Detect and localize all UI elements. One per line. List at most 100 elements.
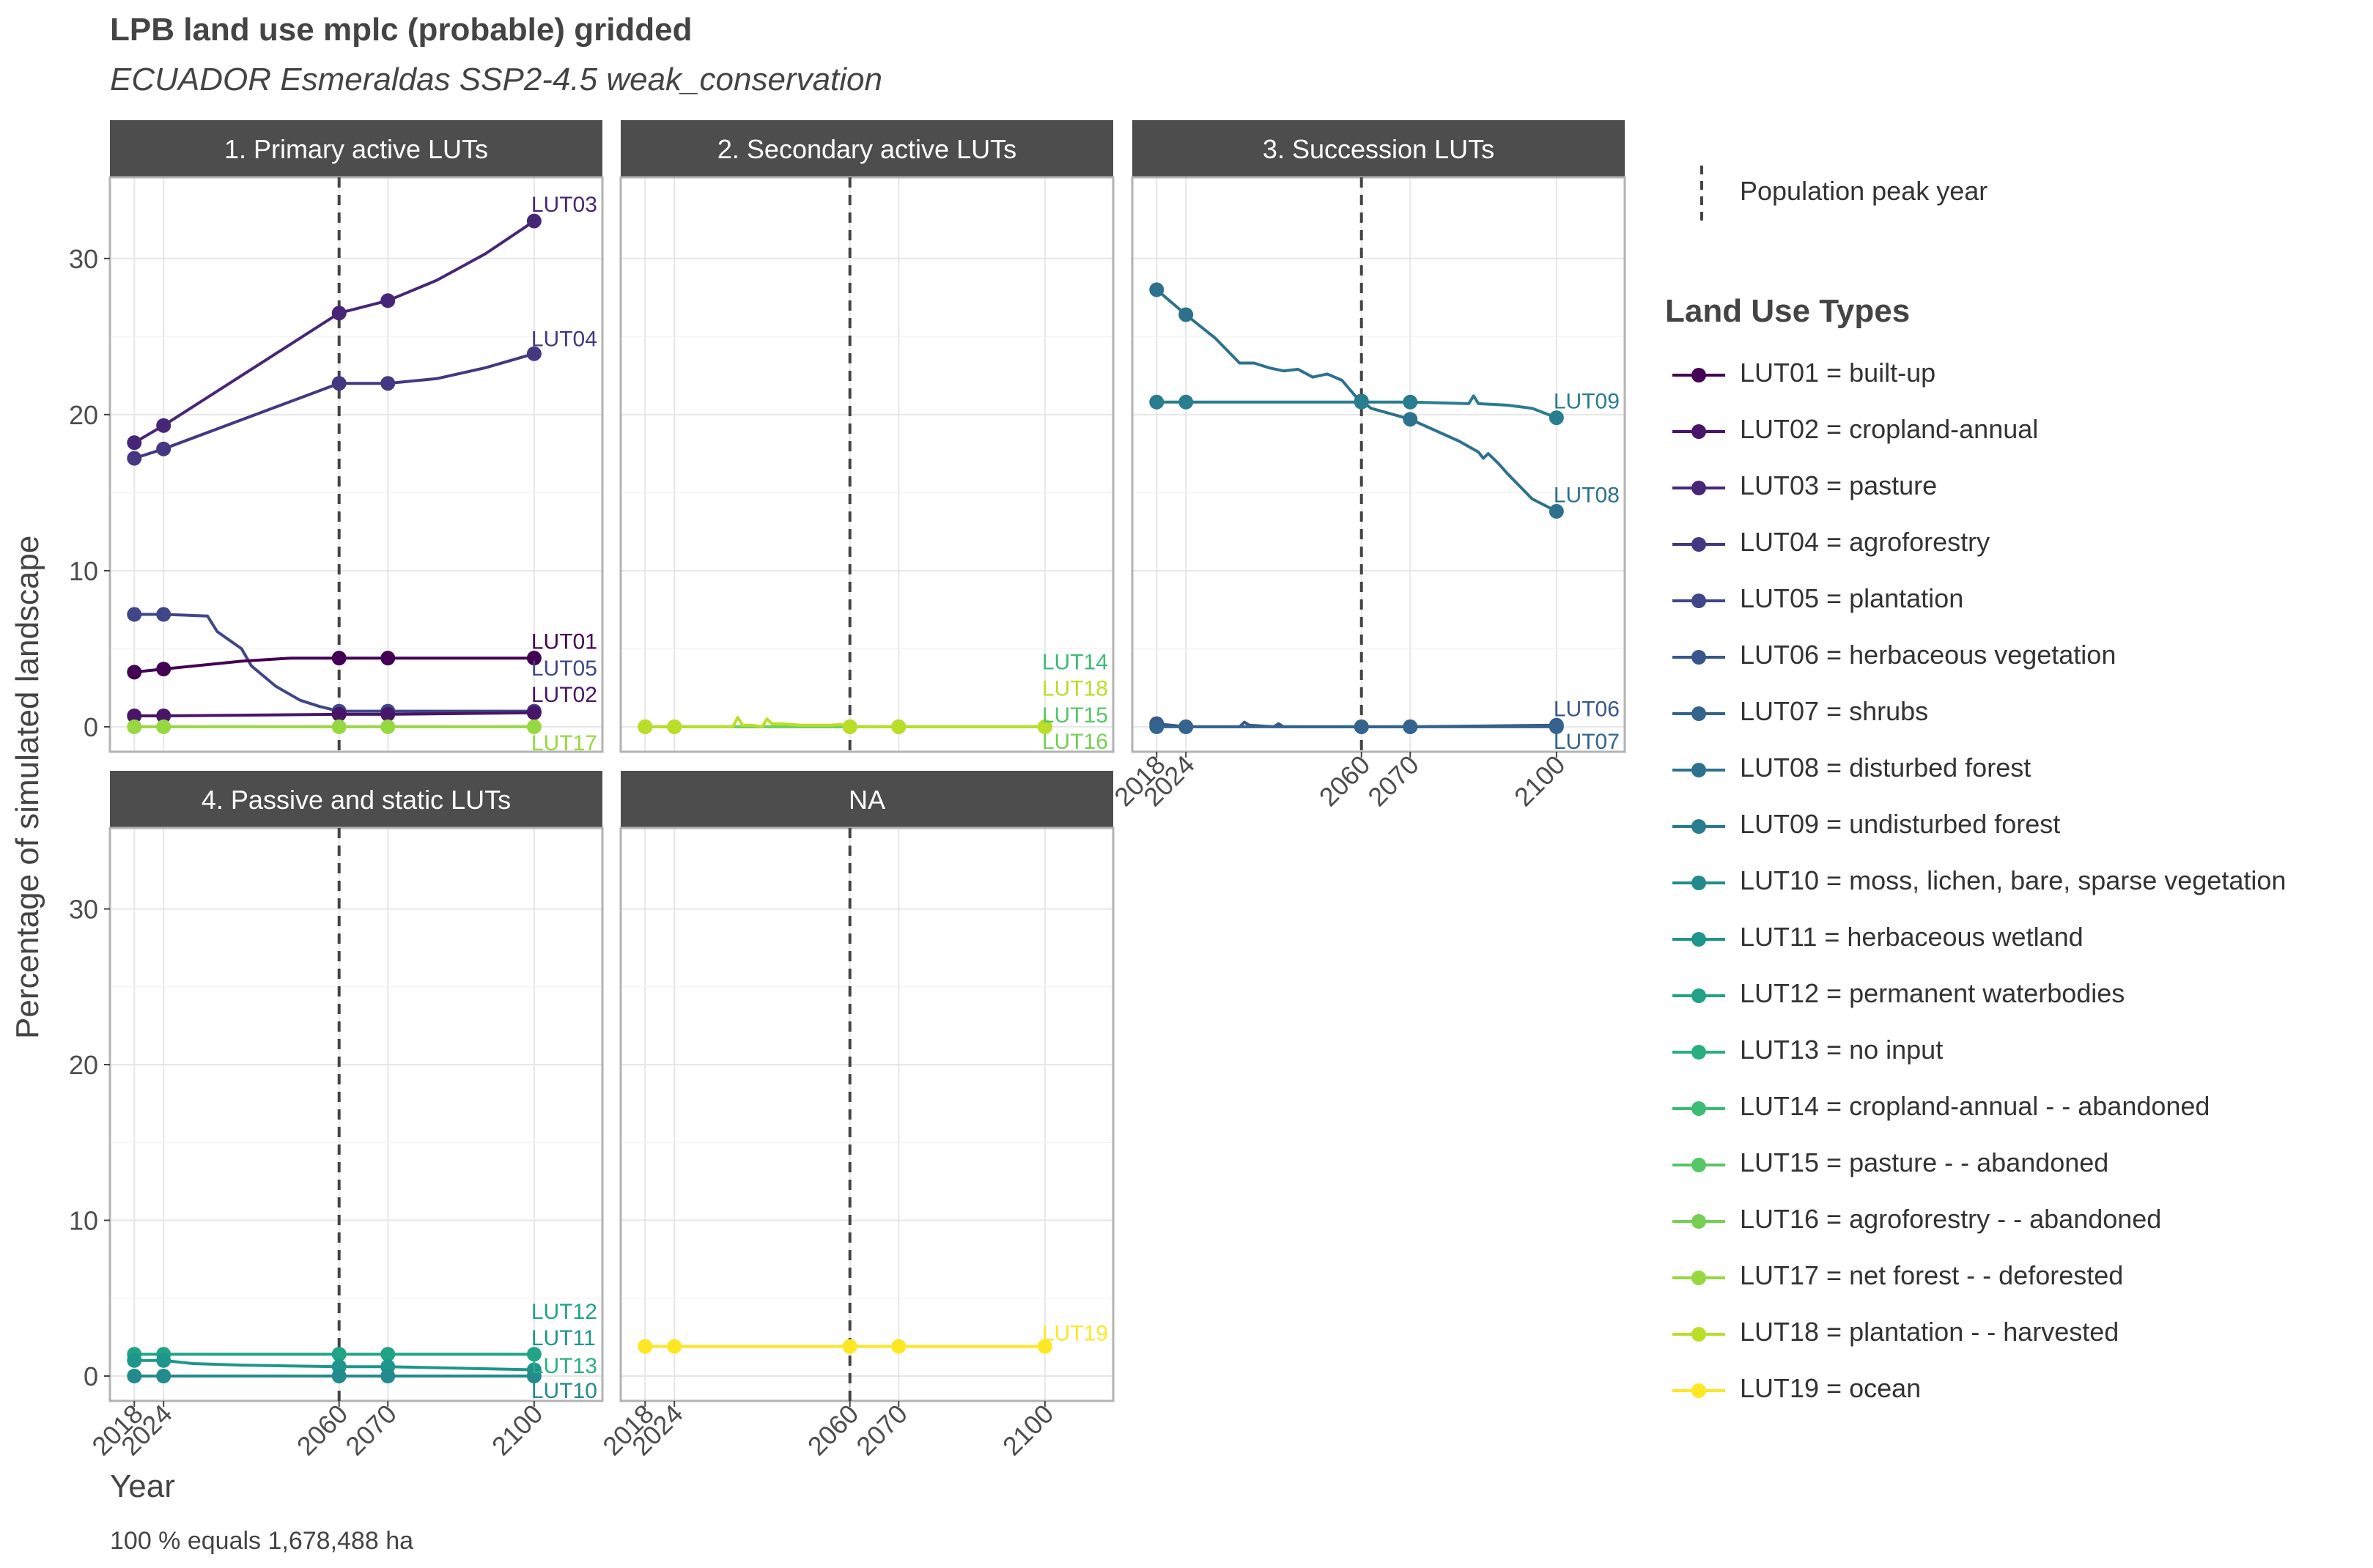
legend-item-lut03: LUT03 = pasture: [1665, 470, 2369, 527]
data-point-lut07: [1149, 719, 1165, 734]
data-point-lut19: [667, 1339, 682, 1354]
data-point-lut03: [127, 435, 142, 451]
data-point-lut10: [127, 1369, 142, 1383]
legend-item-lut06: LUT06 = herbaceous vegetation: [1665, 640, 2369, 696]
data-point-lut01: [127, 665, 142, 680]
legend-key-line-dot-icon: [1672, 1271, 1725, 1285]
legend-key-line-dot-icon: [1672, 1045, 1725, 1059]
data-point-lut04: [380, 376, 396, 391]
data-point-lut11: [127, 1353, 142, 1368]
legend-item-label: LUT11 = herbaceous wetland: [1740, 922, 2084, 952]
series-end-label: LUT09: [1554, 390, 1620, 414]
legend-item-lut05: LUT05 = plantation: [1665, 583, 2369, 640]
series-line-lut05: [134, 613, 534, 713]
x-axis-label: Year: [110, 1468, 175, 1504]
data-point-lut19: [638, 1339, 653, 1354]
data-point-lut09: [1149, 394, 1165, 410]
legend-item-lut19: LUT19 = ocean: [1665, 1373, 2369, 1430]
legend-item-lut02: LUT02 = cropland-annual: [1665, 414, 2369, 470]
series-end-label: LUT04: [531, 327, 597, 351]
legend-item-lut16: LUT16 = agroforestry - - abandoned: [1665, 1204, 2369, 1260]
series-end-label: LUT19: [1042, 1322, 1108, 1346]
facet-strip: [621, 120, 1113, 177]
x-tick-label: 2100: [486, 1399, 549, 1462]
legend-item-label: LUT17 = net forest - - deforested: [1740, 1260, 2124, 1290]
data-point-lut17: [331, 719, 347, 734]
series-end-label: LUT06: [1554, 697, 1620, 721]
data-point-lut18: [842, 719, 857, 734]
data-point-lut17: [156, 719, 171, 734]
data-point-lut10: [380, 1369, 396, 1383]
series-end-label: LUT03: [531, 193, 597, 217]
panel-border: [619, 176, 1115, 753]
data-point-lut10: [156, 1369, 171, 1383]
legend-key-line-dot-icon: [1672, 1101, 1725, 1116]
facet-panel-2: 2. Secondary active LUTs LUT14 LUT18LUT15L…: [619, 120, 1115, 754]
data-point-lut18: [1037, 719, 1052, 734]
legend-key-line-dot-icon: [1672, 424, 1725, 439]
y-tick-label: 10: [69, 1206, 98, 1236]
x-tick-label: 2100: [997, 1399, 1060, 1462]
series-end-label: LUT10: [531, 1379, 597, 1403]
facet-panel-1: 1. Primary active LUTs LUT03 LUT04 LUT01 LUT…: [69, 120, 604, 755]
legend-item-label: LUT12 = permanent waterbodies: [1740, 978, 2125, 1008]
legend-item-lut17: LUT17 = net forest - - deforested: [1665, 1260, 2369, 1317]
x-tick-label: 2070: [1362, 750, 1425, 813]
data-point-lut18: [891, 719, 907, 734]
caption: 100 % equals 1,678,488 ha: [110, 1527, 414, 1555]
data-point-lut04: [526, 346, 542, 361]
data-point-lut19: [1037, 1339, 1052, 1354]
facet-strip-title: 2. Secondary active LUTs: [717, 134, 1016, 164]
legend-item-label: LUT01 = built-up: [1740, 358, 1936, 388]
series-end-label: LUT11: [531, 1326, 596, 1350]
facet-strip: [1132, 120, 1625, 177]
data-point-lut09: [1178, 394, 1194, 410]
data-point-lut02: [156, 709, 171, 723]
data-point-lut17: [526, 719, 542, 734]
y-tick-label: 20: [69, 400, 98, 430]
y-tick-label: 30: [69, 895, 98, 925]
data-point-lut03: [380, 293, 396, 308]
data-point-lut07: [1354, 719, 1369, 734]
data-point-lut01: [156, 662, 171, 677]
legend-key-line-dot-icon: [1672, 650, 1725, 665]
series-end-label: LUT15: [1042, 703, 1108, 728]
legend-key-line-dot-icon: [1672, 932, 1725, 947]
facet-strip: [110, 771, 602, 828]
data-point-lut02: [526, 705, 542, 720]
legend-item-label: LUT18 = plantation - - harvested: [1740, 1317, 2119, 1347]
data-point-lut19: [842, 1339, 857, 1354]
series-end-label: LUT17: [531, 731, 597, 755]
legend-item-lut12: LUT12 = permanent waterbodies: [1665, 978, 2369, 1035]
legend-key-line-dot-icon: [1672, 988, 1725, 1003]
data-point-lut05: [156, 607, 171, 622]
data-point-lut02: [331, 706, 347, 722]
facet-strip-title: 4. Passive and static LUTs: [202, 785, 511, 815]
data-point-lut05: [127, 607, 142, 622]
y-tick-label: 0: [84, 712, 98, 742]
legend-item-label: LUT02 = cropland-annual: [1740, 414, 2039, 444]
peak-legend-label: Population peak year: [1740, 176, 1988, 206]
data-point-lut12: [380, 1347, 396, 1362]
legend-key-line-dot-icon: [1672, 706, 1725, 721]
facet-strip: [110, 120, 602, 177]
legend-key-line-dot-icon: [1672, 819, 1725, 834]
y-tick-label: 20: [69, 1050, 98, 1080]
legend: LUT01 = built-up LUT02 = cropland-annual L…: [1665, 358, 2369, 1430]
legend-item-label: LUT09 = undisturbed forest: [1740, 809, 2061, 839]
data-point-lut08: [1403, 412, 1418, 427]
legend-key-line-dot-icon: [1672, 876, 1725, 890]
legend-key-line-dot-icon: [1672, 763, 1725, 777]
data-point-lut04: [156, 441, 171, 456]
data-point-lut19: [891, 1339, 907, 1354]
data-point-lut11: [156, 1353, 171, 1368]
facet-strip-title: NA: [849, 785, 885, 815]
data-point-lut08: [1178, 307, 1194, 322]
legend-item-label: LUT19 = ocean: [1740, 1373, 1922, 1403]
data-point-lut01: [526, 651, 542, 666]
legend-title: Land Use Types: [1665, 293, 1911, 329]
legend-key-line-dot-icon: [1672, 537, 1725, 552]
data-point-lut08: [1549, 503, 1564, 519]
legend-item-lut13: LUT13 = no input: [1665, 1035, 2369, 1091]
